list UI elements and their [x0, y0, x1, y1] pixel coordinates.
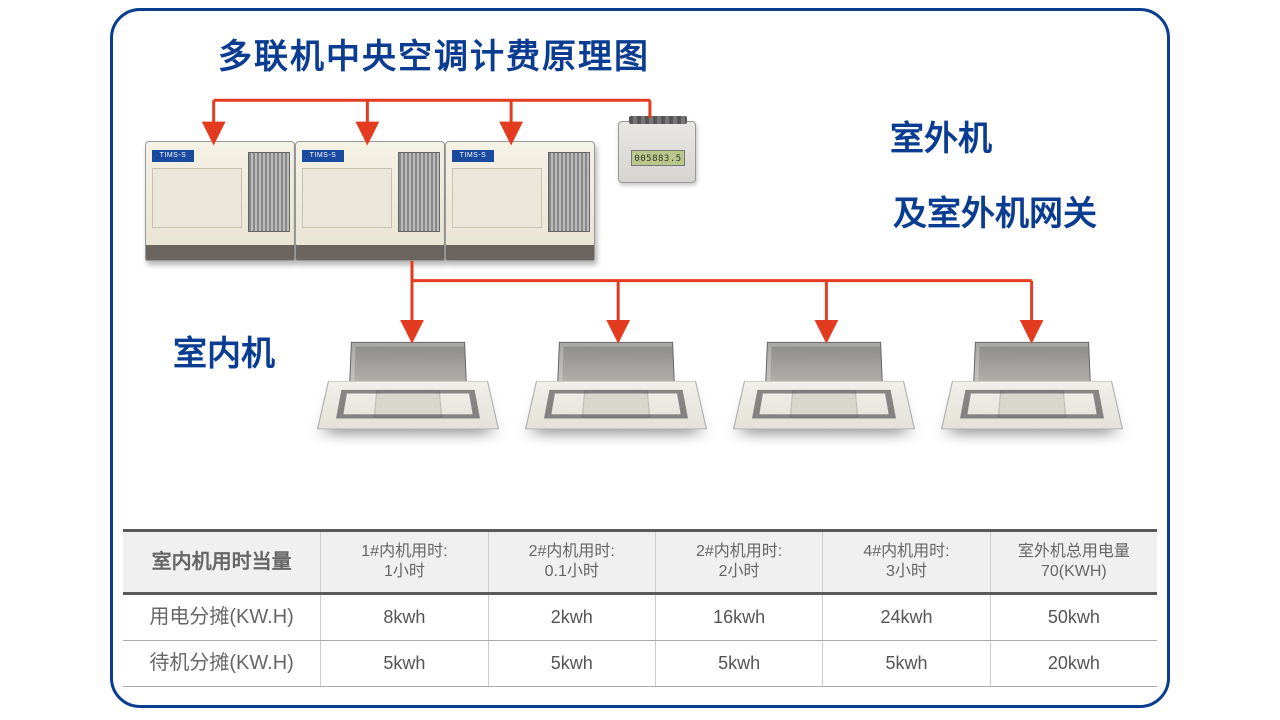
table-cell: 5kwh — [489, 641, 656, 686]
outdoor-unit-panel — [452, 168, 542, 228]
energy-meter-icon: 005883.5 — [618, 121, 696, 183]
table-header-cell: 室内机用时当量 — [123, 532, 321, 592]
table-cell: 8kwh — [321, 595, 488, 640]
table-cell-label: 用电分摊(KW.H) — [123, 595, 321, 640]
label-indoor-unit: 室内机 — [173, 326, 275, 375]
diagram-title: 多联机中央空调计费原理图 — [218, 29, 650, 78]
table-cell: 16kwh — [656, 595, 823, 640]
table-header-cell: 1#内机用时: 1小时 — [321, 532, 488, 592]
indoor-units-row — [328, 341, 1112, 456]
outdoor-unit-badge: TIMS-S — [302, 150, 344, 162]
outdoor-unit: TIMS-S — [445, 141, 595, 261]
indoor-unit — [328, 341, 488, 456]
outdoor-unit: TIMS-S — [295, 141, 445, 261]
label-outdoor-gateway: 及室外机网关 — [893, 186, 1097, 235]
billing-table: 室内机用时当量 1#内机用时: 1小时 2#内机用时: 0.1小时 2#内机用时… — [123, 529, 1157, 687]
label-outdoor-unit: 室外机 — [890, 111, 992, 160]
table-cell: 2kwh — [489, 595, 656, 640]
outdoor-unit: TIMS-S — [145, 141, 295, 261]
table-cell: 50kwh — [991, 595, 1157, 640]
table-row: 用电分摊(KW.H) 8kwh 2kwh 16kwh 24kwh 50kwh — [123, 595, 1157, 641]
table-cell: 24kwh — [823, 595, 990, 640]
table-header-row: 室内机用时当量 1#内机用时: 1小时 2#内机用时: 0.1小时 2#内机用时… — [123, 532, 1157, 595]
table-header-cell: 4#内机用时: 3小时 — [823, 532, 990, 592]
table-cell-label: 待机分摊(KW.H) — [123, 641, 321, 686]
table-row: 待机分摊(KW.H) 5kwh 5kwh 5kwh 5kwh 20kwh — [123, 641, 1157, 687]
outdoor-unit-badge: TIMS-S — [152, 150, 194, 162]
meter-lcd: 005883.5 — [631, 150, 685, 166]
outdoor-unit-panel — [152, 168, 242, 228]
table-header-cell: 2#内机用时: 2小时 — [656, 532, 823, 592]
indoor-unit — [536, 341, 696, 456]
table-header-cell: 室外机总用电量 70(KWH) — [991, 532, 1157, 592]
table-header-cell: 2#内机用时: 0.1小时 — [489, 532, 656, 592]
table-cell: 5kwh — [823, 641, 990, 686]
outdoor-unit-panel — [302, 168, 392, 228]
table-cell: 20kwh — [991, 641, 1157, 686]
outdoor-unit-badge: TIMS-S — [452, 150, 494, 162]
indoor-unit — [744, 341, 904, 456]
table-cell: 5kwh — [321, 641, 488, 686]
indoor-unit — [952, 341, 1112, 456]
diagram-frame: 多联机中央空调计费原理图 室外机 及室外机网关 室内机 TIMS-S TIMS-… — [110, 8, 1170, 708]
table-cell: 5kwh — [656, 641, 823, 686]
outdoor-units-row: TIMS-S TIMS-S TIMS-S — [145, 141, 595, 261]
